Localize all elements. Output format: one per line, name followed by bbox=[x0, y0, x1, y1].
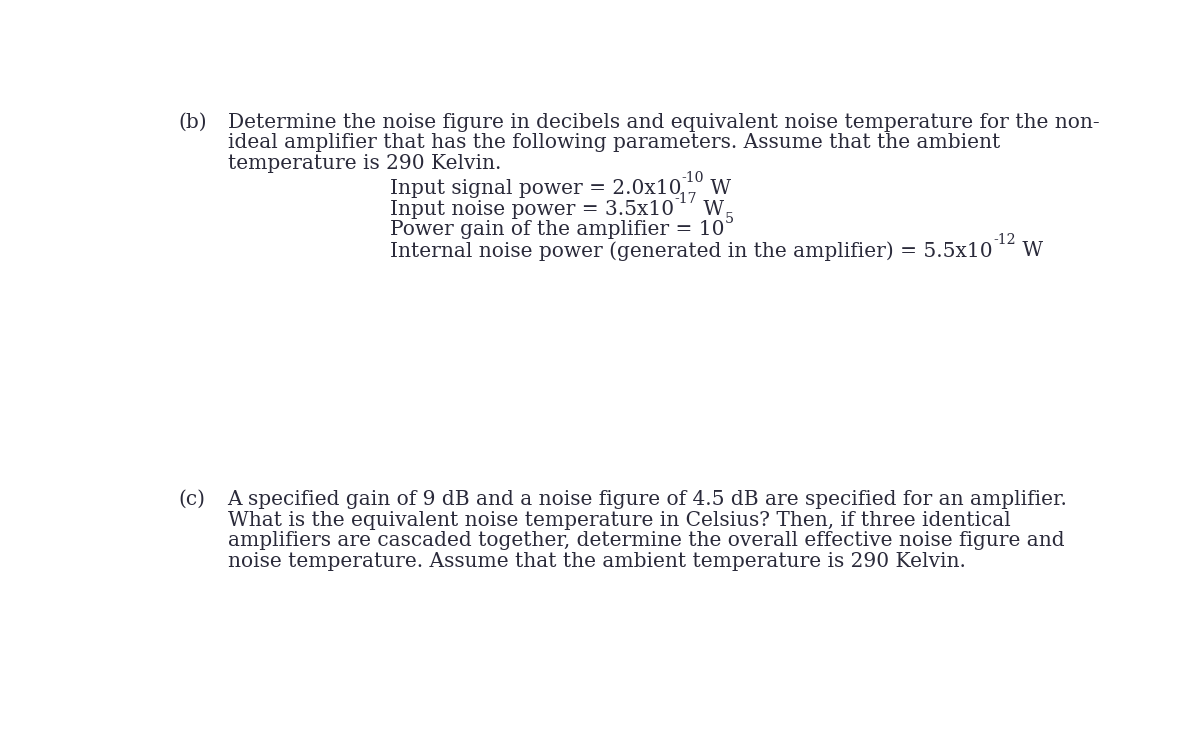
Text: -10: -10 bbox=[682, 171, 704, 185]
Text: W: W bbox=[697, 200, 724, 219]
Text: temperature is 290 Kelvin.: temperature is 290 Kelvin. bbox=[228, 154, 500, 173]
Text: noise temperature. Assume that the ambient temperature is 290 Kelvin.: noise temperature. Assume that the ambie… bbox=[228, 552, 965, 571]
Text: Internal noise power (generated in the amplifier) = 5.5x10: Internal noise power (generated in the a… bbox=[390, 241, 992, 261]
Text: amplifiers are cascaded together, determine the overall effective noise figure a: amplifiers are cascaded together, determ… bbox=[228, 531, 1064, 551]
Text: -17: -17 bbox=[674, 192, 697, 206]
Text: Input signal power = 2.0x10: Input signal power = 2.0x10 bbox=[390, 179, 682, 198]
Text: ideal amplifier that has the following parameters. Assume that the ambient: ideal amplifier that has the following p… bbox=[228, 134, 1000, 152]
Text: (c): (c) bbox=[178, 490, 205, 509]
Text: 5: 5 bbox=[725, 213, 734, 227]
Text: (b): (b) bbox=[178, 113, 206, 131]
Text: Power gain of the amplifier = 10: Power gain of the amplifier = 10 bbox=[390, 220, 725, 239]
Text: Determine the noise figure in decibels and equivalent noise temperature for the : Determine the noise figure in decibels a… bbox=[228, 113, 1099, 131]
Text: What is the equivalent noise temperature in Celsius? Then, if three identical: What is the equivalent noise temperature… bbox=[228, 511, 1010, 530]
Text: A specified gain of 9 dB and a noise figure of 4.5 dB are specified for an ampli: A specified gain of 9 dB and a noise fig… bbox=[228, 490, 1067, 509]
Text: W: W bbox=[1015, 241, 1043, 260]
Text: W: W bbox=[704, 179, 732, 198]
Text: -12: -12 bbox=[992, 233, 1015, 247]
Text: Input noise power = 3.5x10: Input noise power = 3.5x10 bbox=[390, 200, 674, 219]
